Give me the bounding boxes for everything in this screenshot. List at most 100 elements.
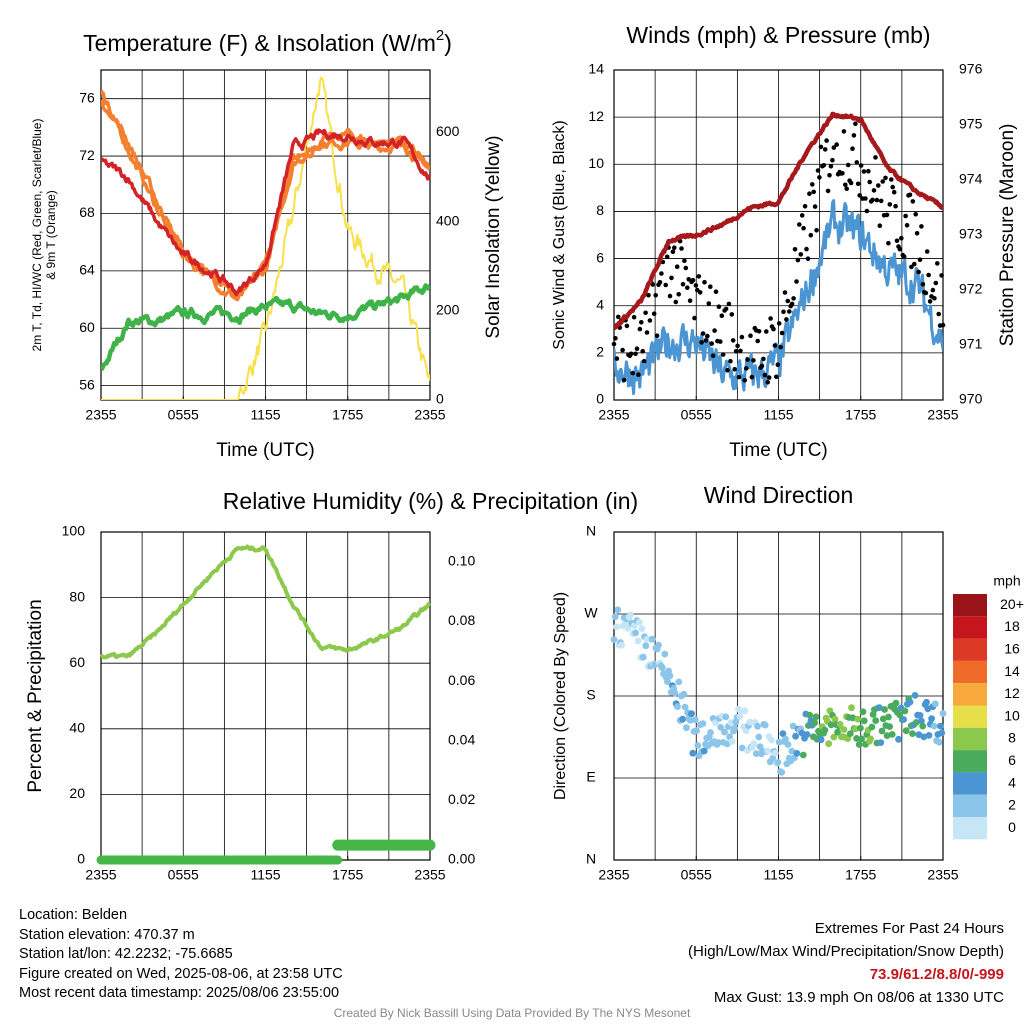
x-tick-label: 1755: [332, 867, 363, 883]
direction-point: [836, 721, 844, 728]
gust-point: [913, 212, 918, 217]
gust-point: [884, 212, 890, 218]
y2-tick-label: 0: [436, 391, 444, 407]
y-tick-label: 60: [69, 654, 85, 670]
direction-point: [817, 736, 825, 744]
direction-point: [618, 641, 625, 649]
gust-point: [651, 311, 657, 317]
extremes-title: Extremes For Past 24 Hours: [814, 920, 1004, 937]
series-line-2m-t: [101, 128, 430, 297]
gust-point: [909, 264, 914, 270]
legend-swatch: [953, 660, 987, 684]
gust-point: [939, 273, 944, 278]
gust-point: [700, 331, 706, 336]
direction-point: [799, 751, 807, 759]
x-tick-label: 2355: [598, 407, 629, 423]
legend-label: 20+: [1000, 596, 1024, 612]
direction-point: [774, 759, 782, 766]
gust-point: [703, 338, 709, 343]
direction-point: [788, 747, 796, 755]
direction-point: [920, 733, 928, 741]
direction-point: [666, 672, 674, 680]
direction-point: [686, 717, 694, 724]
gust-point: [887, 202, 893, 207]
y-tick-label: E: [586, 769, 595, 785]
x-tick-label: 1755: [332, 407, 363, 423]
y2-tick-label: 0.10: [448, 553, 475, 569]
y-tick-label: 2: [596, 344, 604, 360]
direction-point: [919, 722, 927, 730]
gust-point: [728, 358, 733, 364]
gust-point: [710, 353, 716, 359]
gust-point: [914, 231, 920, 236]
direction-point: [798, 729, 806, 737]
gust-point: [723, 306, 729, 312]
gust-point: [940, 322, 946, 328]
location-label: Location: Belden: [19, 907, 128, 923]
gust-point: [901, 254, 907, 259]
direction-point: [895, 735, 902, 743]
direction-point: [674, 703, 681, 710]
series-line-relative-humidity: [100, 544, 431, 660]
direction-point: [881, 706, 888, 713]
pressure-ylabel: Station Pressure (Maroon): [997, 124, 1018, 347]
gust-point: [899, 235, 904, 241]
direction-point: [858, 735, 866, 743]
legend-label: 8: [1008, 730, 1016, 746]
elevation-label: Station elevation: 470.37 m: [19, 926, 195, 943]
direction-point: [879, 715, 887, 723]
y-tick-label: 10: [588, 155, 604, 171]
direction-point: [636, 618, 643, 626]
extremes-box: Extremes For Past 24 Hours (High/Low/Max…: [688, 917, 1004, 1009]
gust-point: [932, 296, 937, 301]
gust-point: [894, 238, 900, 244]
direction-point: [642, 642, 650, 650]
x-tick-label: 2355: [927, 867, 958, 883]
gust-point: [696, 274, 702, 279]
direction-point: [857, 724, 864, 732]
temperature-ylabel: 2m T, Td, HI/WC (Red, Green, Scarlet/Blu…: [30, 119, 44, 352]
legend-swatch: [953, 794, 987, 817]
direction-point: [831, 715, 839, 723]
gust-point: [755, 338, 760, 344]
x-tick-label: 2355: [85, 407, 116, 423]
gust-point: [759, 363, 765, 369]
gust-point: [683, 265, 689, 271]
gust-point: [904, 223, 910, 228]
x-tick-label: 1155: [250, 407, 280, 423]
legend-swatch: [953, 594, 987, 617]
gust-point: [886, 240, 891, 246]
gust-point: [828, 164, 834, 169]
gust-point: [669, 275, 674, 281]
x-tick-label: 1155: [763, 407, 793, 423]
gust-point: [924, 249, 930, 254]
x-tick-label: 1755: [845, 407, 876, 423]
direction-point: [923, 698, 930, 706]
gust-point: [616, 314, 621, 320]
gust-point: [810, 182, 815, 187]
gust-point: [827, 173, 832, 178]
direction-point: [638, 625, 646, 632]
max-gust-label: Max Gust: 13.9 mph On 08/06 at 1330 UTC: [713, 989, 1004, 1006]
gust-point: [712, 328, 717, 333]
direction-point: [736, 713, 744, 720]
gust-point: [765, 380, 770, 385]
direction-point: [938, 729, 946, 737]
y-tick-label: 80: [69, 588, 85, 604]
direction-point: [918, 717, 925, 725]
y-tick-label: 60: [79, 319, 95, 335]
legend-swatch: [953, 705, 987, 728]
x-tick-label: 2355: [598, 867, 629, 883]
y-tick-label: 0: [77, 851, 85, 867]
gust-point: [631, 314, 637, 320]
credit-line: Created By Nick Bassill Using Data Provi…: [333, 1006, 691, 1020]
direction-point: [700, 747, 708, 755]
direction-point: [699, 720, 707, 727]
y2-tick-label: 600: [436, 123, 460, 139]
gust-point: [743, 366, 749, 371]
gust-point: [749, 374, 755, 380]
gust-point: [805, 256, 811, 262]
gust-point: [861, 169, 867, 174]
gust-point: [916, 269, 921, 275]
gust-point: [818, 144, 824, 150]
